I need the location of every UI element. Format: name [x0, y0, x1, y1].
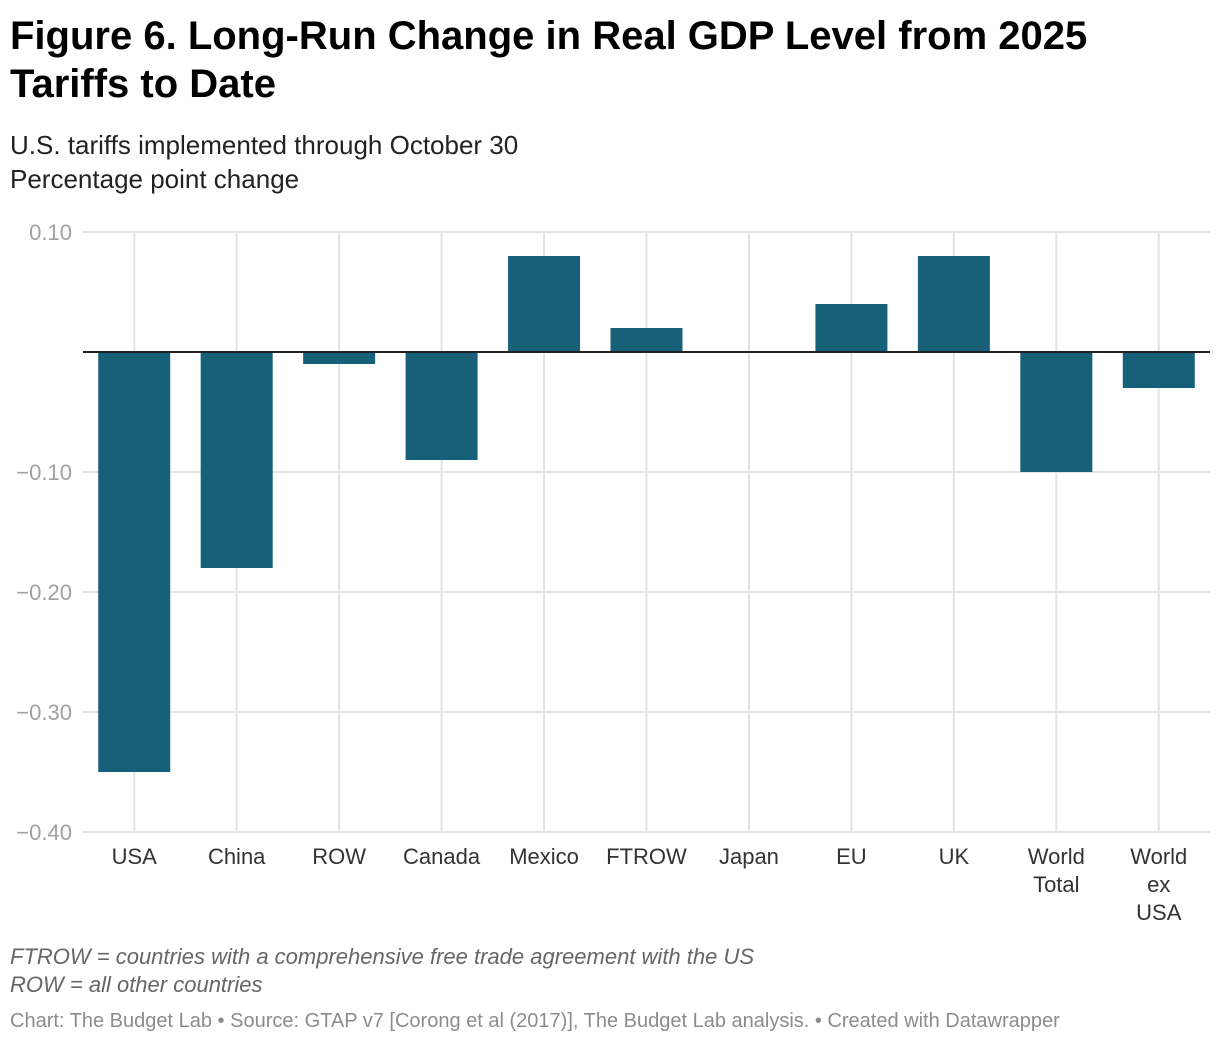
note-ftrow: FTROW = countries with a comprehensive f… [10, 944, 755, 969]
x-tick-label: World ex USA [1130, 844, 1187, 920]
x-tick-label: EU [836, 844, 867, 869]
bar-usa [98, 352, 171, 772]
bar-uk [917, 256, 990, 352]
x-tick-label: FTROW [606, 844, 687, 869]
note-row: ROW = all other countries [10, 972, 263, 997]
bar-eu [815, 304, 888, 352]
x-tick-label: Japan [719, 844, 779, 869]
chart-title: Figure 6. Long-Run Change in Real GDP Le… [10, 14, 1088, 106]
y-tick-label: −0.30 [16, 700, 72, 725]
y-tick-label: 0.10 [29, 220, 72, 245]
x-tick-label: China [208, 844, 266, 869]
bar-world-total [1020, 352, 1093, 472]
bar-world-ex-usa [1122, 352, 1195, 388]
bar-chart: 0.10 −0.10 −0.20 −0.30 −0.40 USA China ROW Canad… [16, 220, 1210, 920]
source-line: Chart: The Budget Lab • Source: GTAP v7 … [10, 1010, 1060, 1032]
bar-canada [405, 352, 478, 460]
x-tick-label: Mexico [509, 844, 579, 869]
x-tick-label: USA [112, 844, 158, 869]
y-tick-label: −0.10 [16, 460, 72, 485]
x-tick-label: Canada [403, 844, 481, 869]
x-tick-label: ROW [312, 844, 366, 869]
chart-subtitle: U.S. tariffs implemented through October… [10, 130, 519, 160]
chart-unit-label: Percentage point change [10, 164, 300, 194]
bar-china [200, 352, 273, 568]
x-tick-label: World Total [1028, 844, 1085, 897]
bar-row [303, 352, 376, 364]
x-tick-label: UK [939, 844, 970, 869]
y-tick-label: −0.20 [16, 580, 72, 605]
bar-ftrow [610, 328, 683, 352]
y-tick-label: −0.40 [16, 820, 72, 845]
bar-mexico [508, 256, 581, 352]
